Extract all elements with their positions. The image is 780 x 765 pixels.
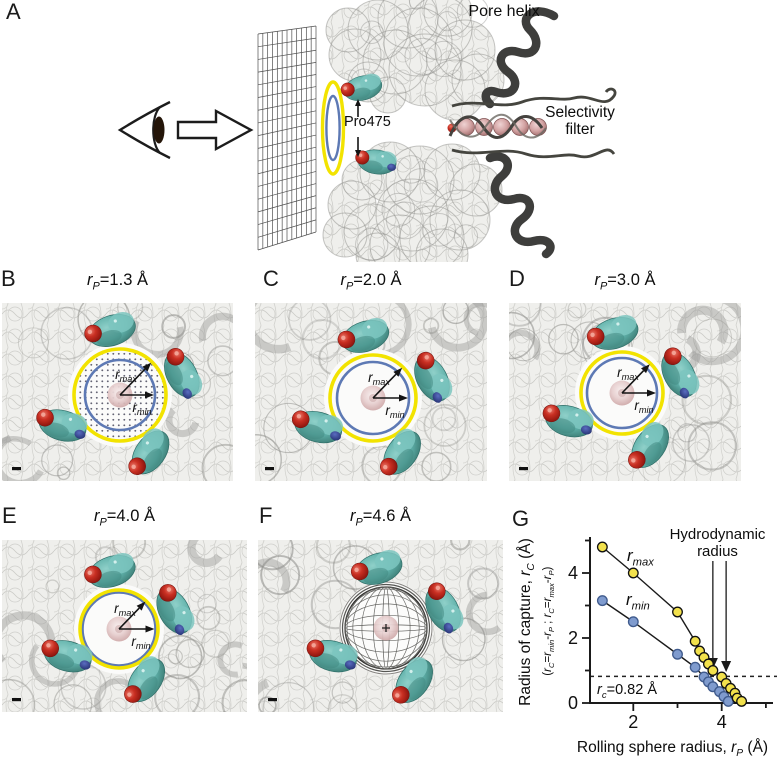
- svg-text:0: 0: [568, 693, 578, 713]
- selectivity-filter-ions: [447, 113, 547, 139]
- panel-e-title: rP=4.0 Å: [94, 507, 155, 529]
- panel-f-title: rP=4.6 Å: [350, 507, 411, 529]
- panel-d-title: rP=3.0 Å: [594, 271, 656, 293]
- channel-surface-mesh: [322, 0, 505, 262]
- panel-c-title: rP=2.0 Å: [340, 271, 402, 293]
- panel-b-letter: B: [1, 266, 16, 291]
- view-direction-arrow: [176, 108, 254, 152]
- g-xlabel: Rolling sphere radius, rP (Å): [576, 739, 769, 760]
- selectivity-filter-line1: Selectivity: [545, 104, 615, 121]
- svg-text:2: 2: [568, 628, 578, 648]
- g-legend-rmax: rmax: [627, 546, 654, 569]
- panel-c-letter: C: [263, 266, 279, 291]
- selectivity-filter-label: Selectivity filter: [537, 104, 623, 138]
- filter-strand-top: [451, 87, 617, 108]
- g-hydro-line1: Hydrodynamic: [669, 526, 766, 543]
- panel-b-title: rP=1.3 Å: [87, 271, 148, 293]
- panel-g-letter: G: [512, 506, 530, 531]
- g-hydro-line2: radius: [697, 542, 738, 560]
- panel-f-image: [258, 540, 503, 712]
- hydrodynamic-arrow: [721, 561, 732, 672]
- svg-text:rmin: rmin: [385, 403, 404, 420]
- pro475-label: Pro475: [344, 114, 391, 130]
- panel-b-image: rmax rmin: [2, 303, 233, 481]
- svg-text:rmin: rmin: [131, 634, 150, 651]
- series-r_min: [596, 595, 734, 707]
- svg-text:rmax: rmax: [617, 365, 639, 382]
- svg-text:rmin: rmin: [132, 400, 151, 417]
- g-ylabel-sub: (rC=rmin-rP ; rC=rmax-rP): [541, 566, 557, 676]
- pore-helix-bottom: [485, 152, 555, 259]
- hydrodynamic-arrow: [707, 561, 718, 669]
- svg-text:2: 2: [628, 712, 638, 732]
- pore-projection-yellow-ellipse: [320, 80, 346, 176]
- svg-text:rmax: rmax: [368, 370, 390, 387]
- filter-strand-bottom: [451, 148, 616, 159]
- svg-text:4: 4: [717, 712, 727, 732]
- series-r_max: [596, 541, 748, 707]
- panel-e-image: rmax rmin: [2, 540, 247, 712]
- g-ylabel-main: Radius of capture, rC (Å): [516, 538, 538, 706]
- pore-helix-top: [481, 7, 559, 109]
- grid-plane: [257, 25, 317, 251]
- panel-f-letter: F: [259, 503, 273, 528]
- g-rc-annotation: rc=0.82 Å: [597, 682, 658, 701]
- axes: [589, 537, 773, 704]
- svg-text:rmax: rmax: [114, 601, 136, 618]
- panel-e-letter: E: [2, 503, 17, 528]
- svg-text:rmax: rmax: [115, 367, 137, 384]
- pore-projection-blue-ellipse: [325, 94, 341, 162]
- pore-helix-label: Pore helix: [468, 3, 540, 20]
- panel-d-image: rmax rmin: [509, 303, 741, 481]
- g-legend-rmin: rmin: [626, 590, 650, 613]
- panel-a-illustration: [117, 0, 617, 262]
- panel-g-chart: 2 4 0 2 4: [568, 537, 777, 732]
- svg-text:4: 4: [568, 563, 578, 583]
- ticks: [582, 539, 767, 711]
- panel-a-letter: A: [6, 0, 21, 24]
- svg-text:rmin: rmin: [634, 398, 653, 415]
- panel-c-image: rmax rmin: [255, 303, 487, 481]
- panel-d-letter: D: [509, 266, 525, 291]
- eye-icon: [117, 100, 171, 160]
- selectivity-filter-line2: filter: [565, 120, 595, 138]
- g-hydrodynamic-label: Hydrodynamic radius: [650, 526, 780, 561]
- pro475-arrows: [355, 99, 361, 157]
